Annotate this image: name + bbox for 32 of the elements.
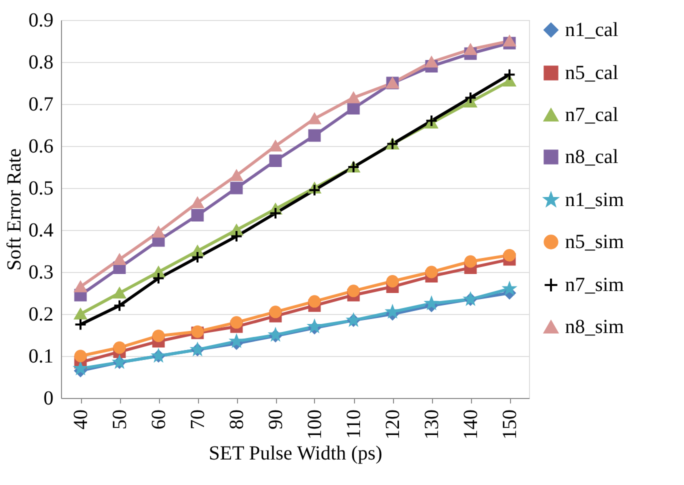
y-axis-title: Soft Error Rate [4, 148, 26, 271]
y-tick-label: 0.4 [28, 220, 54, 242]
legend-label: n1_sim [565, 189, 624, 211]
legend-label: n5_sim [565, 231, 624, 253]
x-tick-label: 70 [187, 410, 209, 430]
x-tick-label: 140 [460, 410, 482, 440]
x-tick-label: 90 [265, 410, 287, 430]
y-tick-label: 0 [44, 388, 54, 410]
legend-label: n8_sim [565, 316, 624, 338]
x-tick-label: 80 [226, 410, 248, 430]
y-tick-label: 0.3 [28, 262, 54, 284]
x-tick-label: 40 [70, 410, 92, 430]
x-tick-label: 130 [421, 410, 443, 440]
y-tick-label: 0.5 [28, 178, 54, 200]
legend-label: n7_cal [565, 104, 619, 126]
x-axis-title: SET Pulse Width (ps) [208, 442, 382, 464]
legend-label: n8_cal [565, 146, 619, 168]
y-tick-label: 0.7 [28, 94, 54, 116]
legend-label: n1_cal [565, 19, 619, 41]
y-tick-label: 0.1 [28, 346, 54, 368]
y-tick-label: 0.6 [28, 136, 54, 158]
legend-label: n5_cal [565, 62, 619, 84]
x-tick-label: 50 [109, 410, 131, 430]
x-tick-label: 60 [148, 410, 170, 430]
x-tick-label: 150 [499, 410, 521, 440]
legend-label: n7_sim [565, 274, 624, 296]
x-tick-label: 100 [304, 410, 326, 440]
y-tick-label: 0.9 [28, 10, 54, 32]
y-tick-label: 0.2 [28, 304, 54, 326]
x-tick-label: 110 [343, 410, 365, 439]
y-tick-label: 0.8 [28, 52, 54, 74]
x-tick-label: 120 [382, 410, 404, 440]
